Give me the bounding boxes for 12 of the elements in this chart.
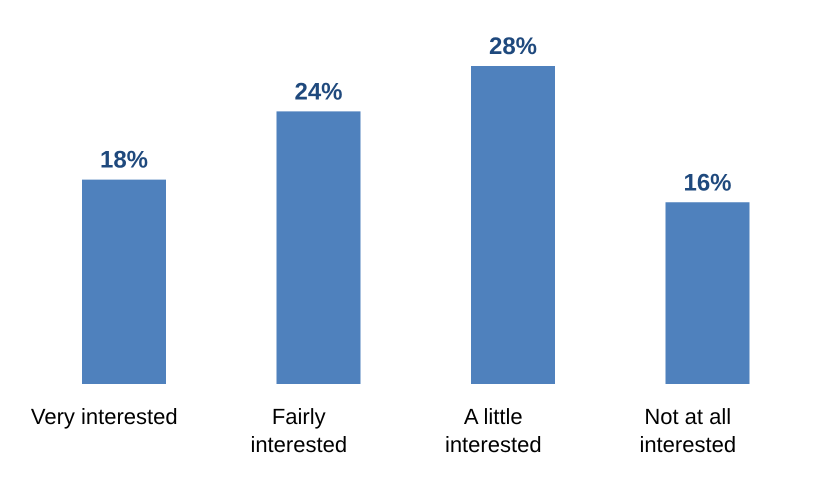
data-label: 18% [100,146,148,174]
data-label: 16% [683,169,732,196]
data-label: 28% [488,33,538,60]
x-tick-label: A little interested [444,404,542,457]
bar [471,66,555,384]
bar [82,180,166,384]
x-tick-label: Fairly interested [250,404,348,457]
bar [666,202,750,384]
x-tick-label: Not at all interested [639,404,736,457]
bar [276,111,360,384]
x-tick-label: Very interested [30,404,178,429]
data-label: 24% [294,78,343,106]
